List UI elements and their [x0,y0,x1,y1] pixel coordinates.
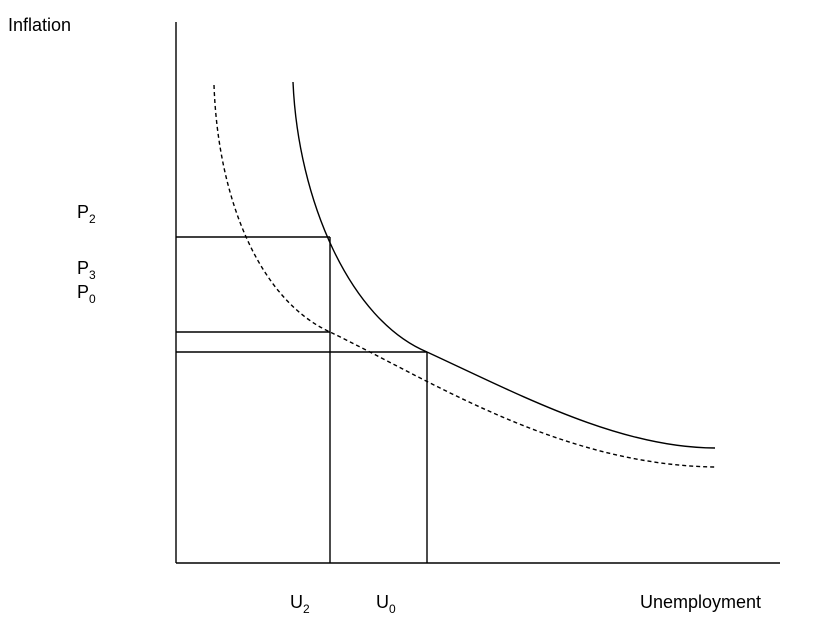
label-subscript: 3 [89,268,96,282]
label-base: U [376,592,389,612]
point-label: U2 [290,592,310,616]
label-subscript: 2 [89,212,96,226]
label-subscript: 0 [389,602,396,616]
label-base: P [77,202,89,222]
label-base: P [77,258,89,278]
label-base: P [77,282,89,302]
point-label: P2 [77,202,96,226]
point-label: U0 [376,592,396,616]
phillips-curve [292,81,716,449]
phillips-curve-dashed [213,84,716,468]
label-subscript: 2 [303,602,310,616]
label-subscript: 0 [89,292,96,306]
point-label: P3 [77,258,96,282]
label-base: U [290,592,303,612]
point-label: P0 [77,282,96,306]
y-axis-label: Inflation [8,15,71,35]
x-axis-label: Unemployment [640,592,761,612]
